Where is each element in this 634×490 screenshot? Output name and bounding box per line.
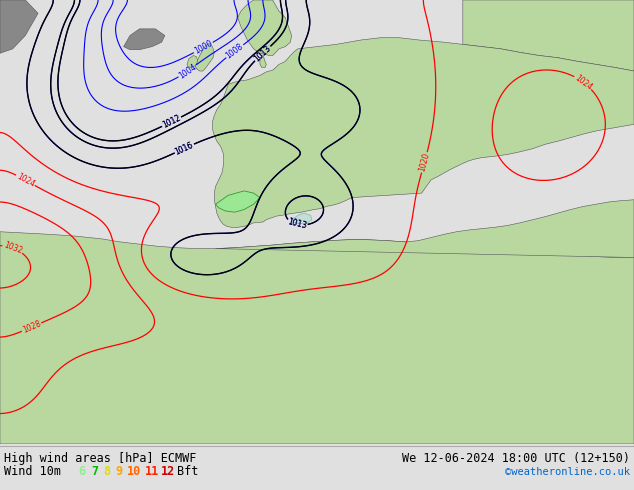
Text: 1008: 1008 [224,42,245,61]
Text: 1024: 1024 [15,172,36,189]
Text: 1013: 1013 [252,44,273,63]
Text: 1012: 1012 [161,114,182,130]
Text: High wind areas [hPa] ECMWF: High wind areas [hPa] ECMWF [4,452,197,465]
Text: 1000: 1000 [193,39,214,56]
Text: 1013: 1013 [252,44,273,63]
Polygon shape [260,55,266,68]
Text: 1032: 1032 [2,241,23,256]
Polygon shape [238,0,292,55]
Text: Wind 10m: Wind 10m [4,466,61,478]
Polygon shape [124,29,165,49]
Text: We 12-06-2024 18:00 UTC (12+150): We 12-06-2024 18:00 UTC (12+150) [402,452,630,465]
Polygon shape [292,213,312,224]
Text: 7: 7 [91,466,98,478]
Polygon shape [0,232,634,444]
Text: 1028: 1028 [21,319,42,335]
Polygon shape [0,0,38,53]
Text: 1012: 1012 [161,114,182,130]
Text: 12: 12 [161,466,175,478]
Text: ©weatheronline.co.uk: ©weatheronline.co.uk [505,467,630,477]
Text: 1004: 1004 [177,62,198,80]
Text: 1013: 1013 [287,218,307,231]
Text: 1016: 1016 [174,140,195,157]
Polygon shape [187,55,198,68]
Text: 1024: 1024 [573,73,593,92]
Polygon shape [463,0,634,71]
Text: 11: 11 [145,466,159,478]
Text: 1013: 1013 [287,218,307,231]
Text: 8: 8 [103,466,110,478]
Polygon shape [212,38,634,227]
Polygon shape [195,44,214,71]
Polygon shape [200,57,206,61]
Text: 1020: 1020 [418,152,431,173]
Polygon shape [216,200,634,257]
Text: Bft: Bft [177,466,198,478]
Text: 6: 6 [78,466,85,478]
Polygon shape [216,191,260,212]
Text: 9: 9 [115,466,122,478]
Text: 10: 10 [127,466,141,478]
Text: 1016: 1016 [174,140,195,157]
